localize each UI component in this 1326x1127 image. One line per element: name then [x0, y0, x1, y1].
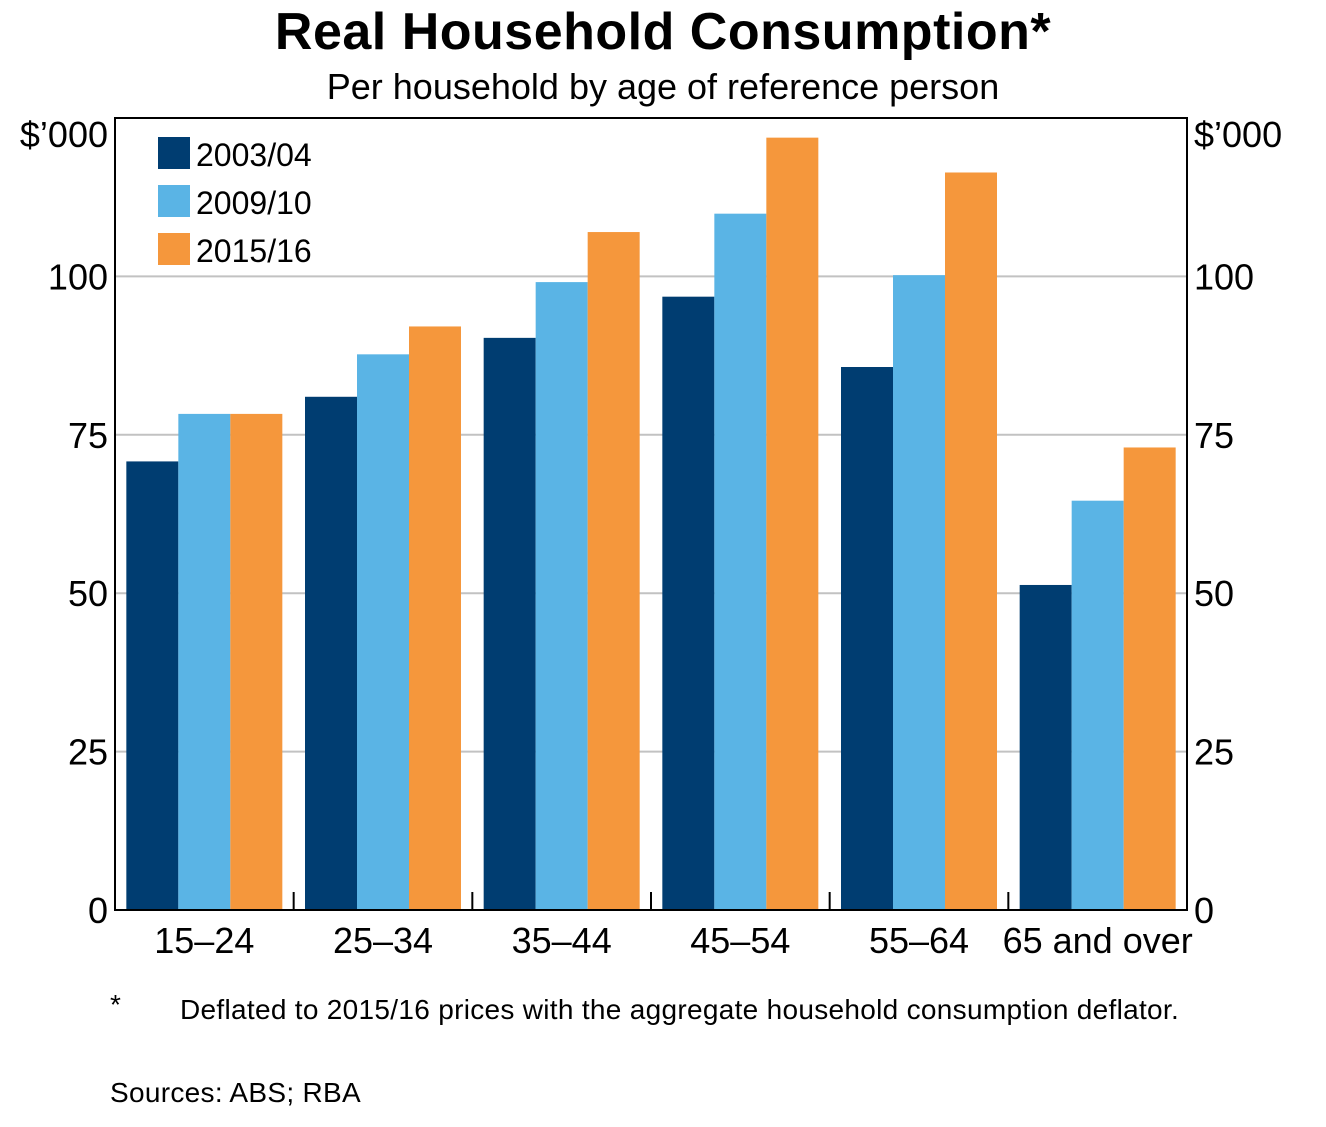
y-tick-label-right: 25 [1194, 732, 1234, 773]
bar [714, 213, 767, 911]
y-tick-label-left: 25 [68, 732, 108, 773]
y-tick-label-right: 100 [1194, 256, 1254, 297]
bar [1019, 584, 1072, 910]
bar [305, 396, 357, 910]
y-axis-labels: 0 0 25 25 50 50 75 75 100 100 [48, 256, 1254, 931]
y-tick-label-right: 75 [1194, 415, 1234, 456]
x-tick-label: 15–24 [154, 920, 254, 961]
bar [126, 461, 179, 910]
bar [357, 354, 409, 911]
legend-label: 2015/16 [196, 233, 312, 269]
y-tick-label-right: 50 [1194, 573, 1234, 614]
sources-note: Sources: ABS; RBA [110, 1077, 361, 1108]
y-tick-label-left: 0 [88, 890, 108, 931]
x-tick-label: 55–64 [869, 920, 969, 961]
footnote-text: Deflated to 2015/16 prices with the aggr… [180, 994, 1180, 1025]
x-tick-label: 25–34 [333, 920, 433, 961]
bar [230, 413, 283, 910]
y-tick-label-left: 75 [68, 415, 108, 456]
bar [178, 413, 231, 910]
bar [662, 296, 715, 911]
y-tick-label-left: 50 [68, 573, 108, 614]
chart-title: Real Household Consumption* [274, 3, 1052, 61]
bar [893, 275, 945, 910]
bar [535, 282, 588, 910]
y-unit-left: $’000 [20, 114, 108, 155]
y-tick-label-right: 0 [1194, 890, 1214, 931]
category-ticks [292, 892, 1010, 910]
legend-swatch [158, 137, 190, 169]
y-tick-label-left: 100 [48, 256, 108, 297]
bar [1123, 447, 1176, 910]
legend-label: 2009/10 [196, 185, 312, 221]
x-axis-labels: 15–24 25–34 35–44 45–54 55–64 65 and over [154, 920, 1192, 961]
y-unit-right: $’000 [1194, 114, 1282, 155]
legend-swatch [158, 233, 190, 265]
bar [409, 326, 461, 910]
footnote-marker: * [110, 989, 122, 1020]
bar [483, 337, 536, 910]
x-tick-label: 35–44 [512, 920, 612, 961]
bar [587, 232, 640, 911]
chart-subtitle: Per household by age of reference person [326, 66, 1000, 107]
legend: 2003/04 2009/10 2015/16 [158, 137, 312, 269]
bar [766, 137, 819, 910]
bar [945, 172, 997, 910]
x-tick-label: 65 and over [1003, 920, 1193, 961]
x-tick-label: 45–54 [690, 920, 790, 961]
bar-chart: 0 0 25 25 50 50 75 75 100 100 15–24 25–34 35–44 45–5… [20, 114, 1282, 961]
legend-label: 2003/04 [196, 137, 312, 173]
bars [126, 137, 1176, 911]
legend-swatch [158, 185, 190, 217]
bar [841, 367, 893, 911]
gridlines [115, 275, 1187, 753]
bar [1071, 500, 1124, 910]
